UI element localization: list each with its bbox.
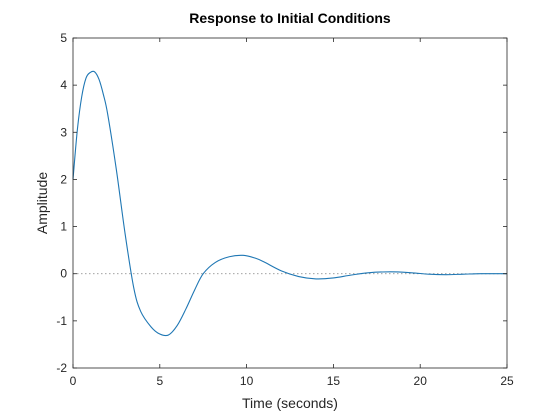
x-tick-label: 20 <box>414 374 428 388</box>
x-tick-label: 15 <box>327 374 341 388</box>
y-tick-label: 5 <box>60 31 67 45</box>
y-tick-label: 4 <box>60 78 67 92</box>
y-tick-label: 0 <box>60 267 67 281</box>
x-tick-label: 0 <box>70 374 77 388</box>
y-tick-label: -2 <box>56 361 67 375</box>
y-tick-label: 3 <box>60 125 67 139</box>
y-tick-label: 1 <box>60 220 67 234</box>
x-tick-label: 25 <box>500 374 514 388</box>
x-tick-label: 5 <box>156 374 163 388</box>
tick-layer: 0 5 10 15 20 25 -2 -1 0 1 2 3 4 5 <box>56 31 514 388</box>
plot-area-background <box>73 38 507 368</box>
x-tick-label: 10 <box>240 374 254 388</box>
axes-box <box>72 37 508 369</box>
chart-title: Response to Initial Conditions <box>189 10 391 26</box>
y-tick-label: 2 <box>60 172 67 186</box>
series-layer <box>72 70 508 337</box>
y-tick-label: -1 <box>56 314 67 328</box>
y-axis-label: Amplitude <box>34 172 50 234</box>
response-line <box>72 70 508 337</box>
x-axis-label: Time (seconds) <box>242 395 338 411</box>
